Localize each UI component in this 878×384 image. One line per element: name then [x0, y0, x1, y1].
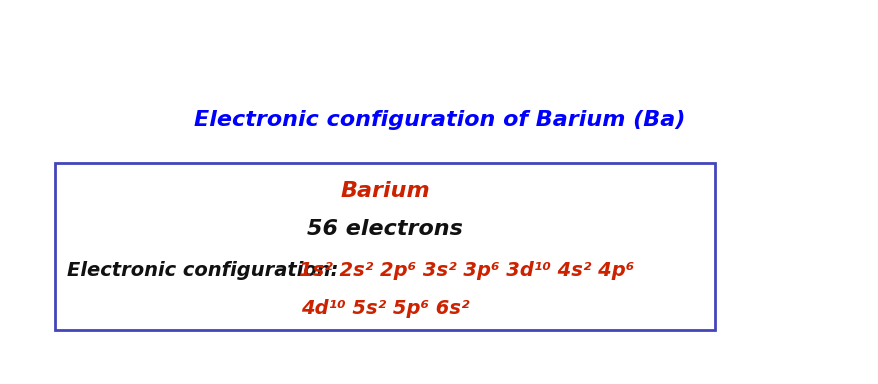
FancyBboxPatch shape [55, 163, 714, 330]
Text: Barium: Barium [340, 181, 429, 201]
Text: 56 electrons: 56 electrons [306, 219, 463, 239]
Text: Electronic configuration of Barium (Ba): Electronic configuration of Barium (Ba) [193, 110, 685, 130]
Text: 1s² 2s² 2p⁶ 3s² 3p⁶ 3d¹⁰ 4s² 4p⁶: 1s² 2s² 2p⁶ 3s² 3p⁶ 3d¹⁰ 4s² 4p⁶ [299, 262, 634, 280]
Text: 4d¹⁰ 5s² 5p⁶ 6s²: 4d¹⁰ 5s² 5p⁶ 6s² [300, 300, 469, 318]
Text: Electronic configuration:: Electronic configuration: [67, 262, 345, 280]
